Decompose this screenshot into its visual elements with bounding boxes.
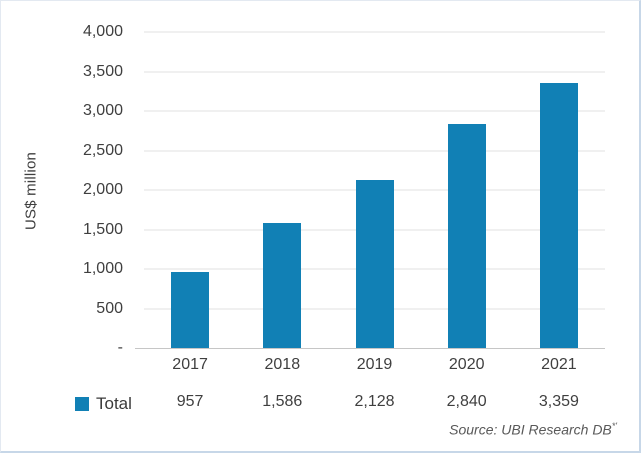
table-value-2020: 2,840	[446, 393, 487, 410]
x-tick-label-2019: 2019	[356, 356, 393, 373]
gridline-4000	[144, 31, 605, 33]
bar-2017	[171, 272, 210, 348]
bar-2019	[355, 179, 394, 348]
y-tick-label: 2,000	[82, 181, 123, 198]
bar-2018	[263, 222, 302, 348]
y-tick-label: 1,500	[82, 220, 123, 238]
source-footnote-mark: *'	[611, 421, 617, 431]
x-axis-line	[135, 348, 605, 349]
table-value-2017: 957	[176, 393, 204, 410]
y-tick-label: 3,000	[82, 102, 123, 119]
bar-2020	[447, 123, 486, 348]
gridline-2500	[144, 149, 605, 152]
x-tick-label-2018: 2018	[264, 356, 301, 373]
y-tick-label: -	[117, 339, 123, 356]
legend-label-total: Total	[96, 394, 132, 413]
y-tick-label: 500	[96, 299, 123, 317]
legend-swatch-total	[75, 397, 89, 411]
legend: Total	[75, 394, 132, 414]
x-tick-label-2017: 2017	[172, 356, 208, 373]
y-tick-label: 2,500	[82, 141, 123, 159]
y-axis-title: US$ million	[22, 151, 40, 231]
y-tick-label: 1,000	[82, 260, 123, 277]
x-tick-label-2021: 2021	[541, 356, 577, 373]
source-text: Source: UBI Research DB	[449, 421, 612, 438]
table-value-2019: 2,128	[354, 393, 395, 410]
source-note: Source: UBI Research DB*'	[449, 421, 617, 438]
gridline-3500	[144, 70, 605, 73]
bar-2021	[539, 82, 578, 348]
gridline-3000	[144, 110, 605, 112]
table-value-2021: 3,359	[538, 393, 579, 410]
y-tick-label: 4,000	[82, 23, 123, 40]
table-value-2018: 1,586	[262, 393, 303, 410]
x-tick-label-2020: 2020	[448, 356, 485, 373]
y-tick-label: 3,500	[82, 62, 123, 80]
